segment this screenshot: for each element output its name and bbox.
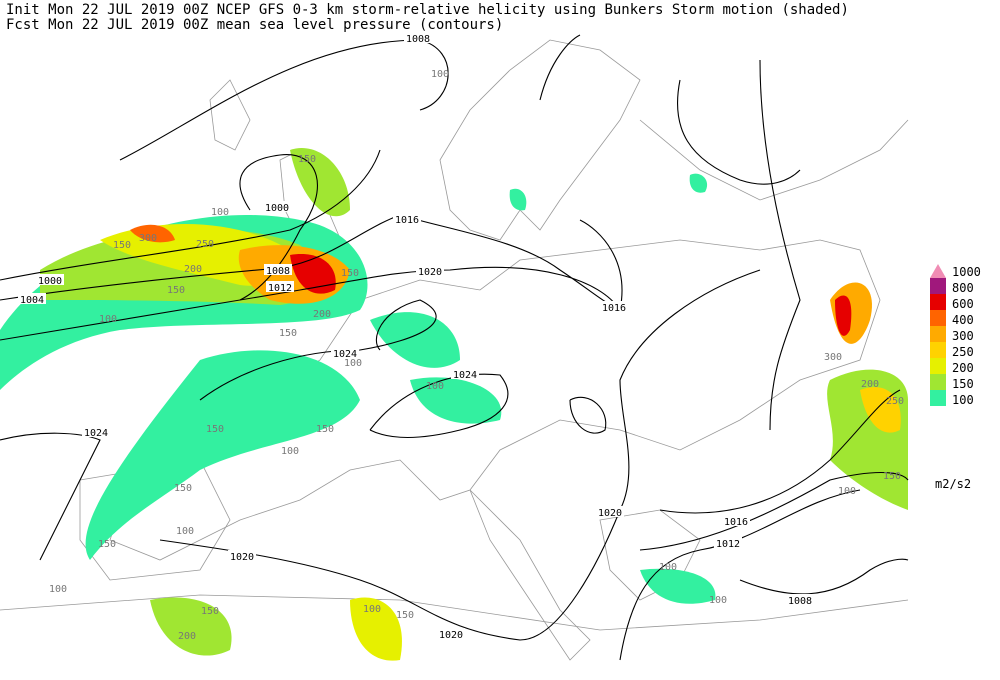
isobar-label-bg — [263, 201, 291, 212]
helicity-label: 100 — [281, 446, 299, 457]
isobar-label-bg — [722, 515, 750, 526]
legend: m2/s2 1000 800 600 400 300 250 200 150 100 — [930, 264, 981, 491]
helicity-label: 150 — [341, 268, 359, 279]
legend-swatch — [930, 358, 946, 374]
legend-swatch — [930, 326, 946, 342]
legend-label: 1000 — [952, 265, 981, 279]
isobar-label: 1004 — [20, 295, 44, 306]
helicity-label: 200 — [861, 379, 879, 390]
legend-label: 200 — [952, 361, 974, 375]
legend-swatch — [930, 294, 946, 310]
legend-label: 400 — [952, 313, 974, 327]
legend-swatch — [930, 264, 946, 278]
legend-swatch — [930, 310, 946, 326]
isobar-label: 1024 — [333, 349, 357, 360]
helicity-label: 100 — [709, 595, 727, 606]
isobar-label: 1012 — [716, 539, 740, 550]
isobar-label: 1016 — [724, 517, 748, 528]
legend-unit: m2/s2 — [935, 477, 971, 491]
legend-swatch — [930, 342, 946, 358]
isobar-label: 1020 — [598, 508, 622, 519]
helicity-label: 200 — [178, 631, 196, 642]
isobar-label: 1008 — [788, 596, 812, 607]
legend-label: 250 — [952, 345, 974, 359]
legend-label: 800 — [952, 281, 974, 295]
helicity-label: 150 — [113, 240, 131, 251]
helicity-label: 200 — [313, 309, 331, 320]
helicity-label: 150 — [174, 483, 192, 494]
helicity-label: 300 — [139, 233, 157, 244]
isobar-label: 1016 — [602, 303, 626, 314]
isobar-label-bg — [18, 293, 46, 304]
helicity-label: 100 — [49, 584, 67, 595]
helicity-label: 150 — [883, 471, 901, 482]
fcst-line: Fcst Mon 22 JUL 2019 00Z mean sea level … — [6, 17, 503, 33]
isobar-label-bg — [36, 274, 64, 285]
isobar-label-bg — [786, 594, 814, 605]
helicity-label: 100 — [431, 69, 449, 80]
isobar-label-bg — [404, 32, 432, 43]
isobar-label-bg — [264, 264, 292, 275]
helicity-label: 300 — [824, 352, 842, 363]
isobar-label-bg — [331, 347, 359, 358]
legend-label: 100 — [952, 393, 974, 407]
helicity-label: 150 — [316, 424, 334, 435]
helicity-shading — [0, 148, 908, 661]
map-labels: 1008 1000 1016 1020 1016 1000 1004 1008 1012 1024… — [18, 32, 904, 642]
helicity-label: 100 — [211, 207, 229, 218]
isobar-label-bg — [228, 550, 256, 561]
isobar-label-bg — [266, 281, 294, 292]
helicity-label: 150 — [298, 154, 316, 165]
isobar-label-bg — [416, 265, 444, 276]
isobar-label-bg — [714, 537, 742, 548]
isobar-label: 1012 — [268, 283, 292, 294]
helicity-label: 100 — [363, 604, 381, 615]
helicity-label: 150 — [396, 610, 414, 621]
helicity-label: 100 — [176, 526, 194, 537]
helicity-label: 250 — [196, 239, 214, 250]
helicity-label: 150 — [279, 328, 297, 339]
isobar-label-bg — [451, 368, 479, 379]
isobar-label: 1020 — [230, 552, 254, 563]
isobar-label-bg — [596, 506, 624, 517]
helicity-label: 100 — [344, 358, 362, 369]
isobar-label-bg — [600, 301, 628, 312]
isobar-label: 1008 — [266, 266, 290, 277]
legend-swatch — [930, 374, 946, 390]
isobar-label-bg — [437, 628, 465, 639]
isobar-label: 1008 — [406, 34, 430, 45]
helicity-label: 100 — [838, 486, 856, 497]
legend-swatch — [930, 278, 946, 294]
init-line: Init Mon 22 JUL 2019 00Z NCEP GFS 0-3 km… — [6, 2, 849, 18]
helicity-label: 250 — [886, 396, 904, 407]
isobar-label-bg — [82, 426, 110, 437]
isobar-label: 1020 — [418, 267, 442, 278]
isobar-label: 1000 — [38, 276, 62, 287]
helicity-label: 150 — [206, 424, 224, 435]
legend-label: 300 — [952, 329, 974, 343]
helicity-label: 100 — [99, 314, 117, 325]
isobar-label: 1020 — [439, 630, 463, 641]
legend-swatch — [930, 390, 946, 406]
isobar-label: 1000 — [265, 203, 289, 214]
legend-label: 600 — [952, 297, 974, 311]
helicity-label: 150 — [98, 539, 116, 550]
legend-label: 150 — [952, 377, 974, 391]
helicity-label: 100 — [426, 381, 444, 392]
isobar-label: 1024 — [453, 370, 477, 381]
isobar-label-bg — [393, 213, 421, 224]
helicity-label: 150 — [201, 606, 219, 617]
helicity-label: 150 — [167, 285, 185, 296]
helicity-label: 200 — [184, 264, 202, 275]
isobar-label: 1016 — [395, 215, 419, 226]
helicity-label: 100 — [659, 562, 677, 573]
isobar-label: 1024 — [84, 428, 108, 439]
